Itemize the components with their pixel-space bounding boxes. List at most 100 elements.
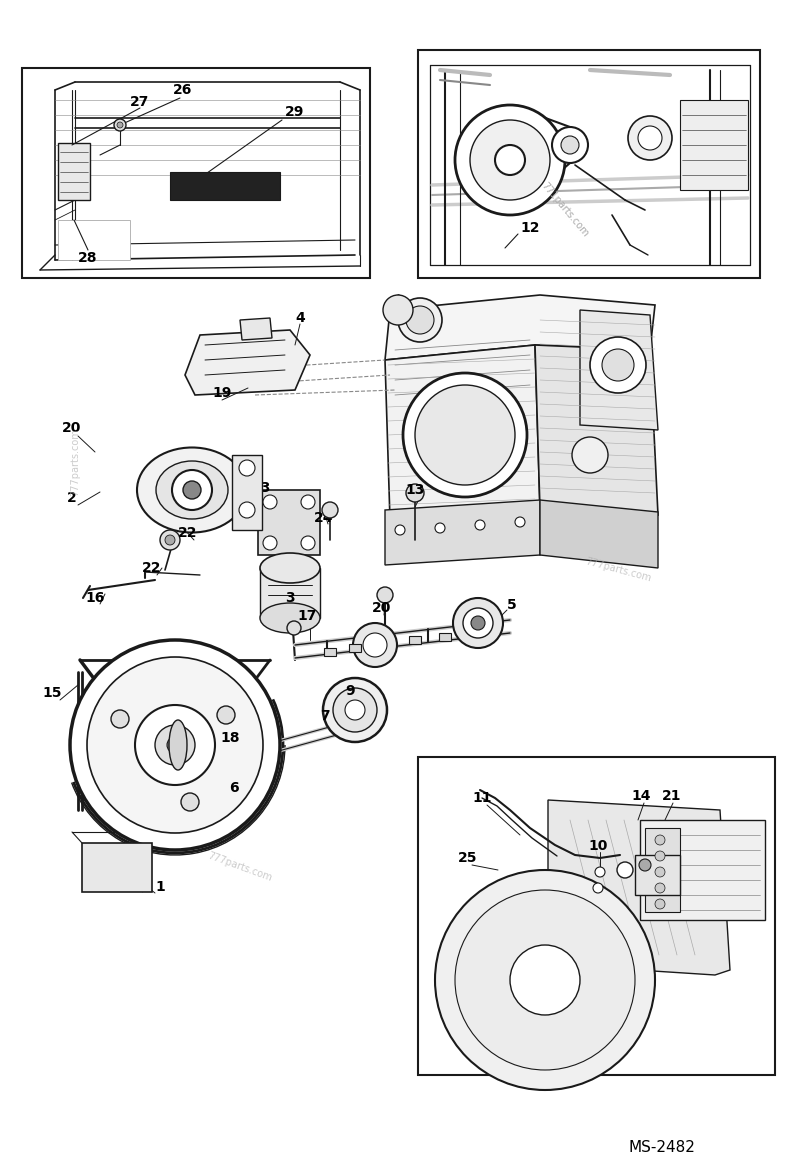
Bar xyxy=(258,490,320,556)
Bar xyxy=(58,143,90,200)
Text: 23: 23 xyxy=(252,481,272,495)
Text: 29: 29 xyxy=(286,105,305,120)
Text: 26: 26 xyxy=(174,83,193,97)
Text: 20: 20 xyxy=(62,421,82,435)
Circle shape xyxy=(471,616,485,631)
Circle shape xyxy=(301,536,315,550)
Text: 771parts.com: 771parts.com xyxy=(539,180,590,239)
Text: 24: 24 xyxy=(314,511,334,525)
Circle shape xyxy=(415,384,515,485)
Text: 25: 25 xyxy=(458,851,478,865)
Text: 777parts.com: 777parts.com xyxy=(206,851,274,884)
Text: 777parts.com: 777parts.com xyxy=(584,557,652,584)
Text: 5: 5 xyxy=(507,598,517,612)
Circle shape xyxy=(239,459,255,476)
Circle shape xyxy=(239,502,255,518)
Text: 14: 14 xyxy=(631,789,650,803)
Bar xyxy=(439,633,451,641)
Text: 19: 19 xyxy=(212,386,232,400)
Circle shape xyxy=(655,834,665,845)
Circle shape xyxy=(363,633,387,657)
Circle shape xyxy=(435,523,445,533)
Circle shape xyxy=(406,306,434,334)
Circle shape xyxy=(398,298,442,342)
Bar xyxy=(635,856,680,895)
Bar xyxy=(82,843,152,892)
Circle shape xyxy=(655,899,665,909)
Circle shape xyxy=(655,867,665,877)
Circle shape xyxy=(463,608,493,638)
Circle shape xyxy=(181,793,199,811)
Circle shape xyxy=(345,700,365,720)
Bar xyxy=(58,220,130,260)
Polygon shape xyxy=(185,331,310,395)
Circle shape xyxy=(87,657,263,833)
Circle shape xyxy=(263,495,277,509)
Text: 11: 11 xyxy=(472,791,492,805)
Circle shape xyxy=(455,105,565,214)
Circle shape xyxy=(572,437,608,473)
Circle shape xyxy=(353,624,397,667)
Text: 22: 22 xyxy=(178,526,198,540)
Text: 10: 10 xyxy=(588,839,608,853)
Circle shape xyxy=(395,525,405,534)
Circle shape xyxy=(333,688,377,732)
Circle shape xyxy=(593,883,603,893)
Polygon shape xyxy=(385,500,540,565)
Circle shape xyxy=(114,120,126,131)
Circle shape xyxy=(167,737,183,752)
Polygon shape xyxy=(580,311,658,430)
Text: MS-2482: MS-2482 xyxy=(628,1140,695,1156)
Ellipse shape xyxy=(137,448,247,532)
Text: 12: 12 xyxy=(520,222,540,236)
Polygon shape xyxy=(385,345,540,520)
Text: 3: 3 xyxy=(285,591,295,605)
Text: 21: 21 xyxy=(662,789,682,803)
Circle shape xyxy=(383,295,413,325)
Text: 2: 2 xyxy=(67,491,77,505)
Text: 16: 16 xyxy=(86,591,105,605)
Circle shape xyxy=(561,136,579,154)
Circle shape xyxy=(655,851,665,861)
Circle shape xyxy=(595,867,605,877)
Circle shape xyxy=(217,706,235,724)
Bar xyxy=(170,172,280,200)
Text: 4: 4 xyxy=(295,311,305,325)
Circle shape xyxy=(510,945,580,1015)
Circle shape xyxy=(323,677,387,742)
Ellipse shape xyxy=(156,461,228,519)
Text: 22: 22 xyxy=(142,561,162,575)
Circle shape xyxy=(70,640,280,850)
Circle shape xyxy=(590,338,646,393)
Circle shape xyxy=(135,706,215,785)
Circle shape xyxy=(183,481,201,499)
Circle shape xyxy=(602,349,634,381)
Circle shape xyxy=(111,710,129,728)
Text: 17: 17 xyxy=(298,609,317,624)
Text: 9: 9 xyxy=(345,684,355,699)
Circle shape xyxy=(617,861,633,878)
Circle shape xyxy=(263,536,277,550)
Circle shape xyxy=(455,890,635,1070)
Text: 28: 28 xyxy=(78,251,98,265)
Circle shape xyxy=(406,484,424,502)
Text: 8: 8 xyxy=(193,496,203,510)
Circle shape xyxy=(628,116,672,161)
Bar xyxy=(22,68,370,278)
Polygon shape xyxy=(535,345,658,515)
Polygon shape xyxy=(548,800,730,975)
Circle shape xyxy=(172,470,212,510)
Circle shape xyxy=(403,373,527,497)
Circle shape xyxy=(552,127,588,163)
Bar xyxy=(409,636,421,643)
Text: 27: 27 xyxy=(130,95,150,109)
Circle shape xyxy=(155,725,195,765)
Circle shape xyxy=(301,495,315,509)
Circle shape xyxy=(165,534,175,545)
Circle shape xyxy=(453,598,503,648)
Circle shape xyxy=(435,870,655,1090)
Ellipse shape xyxy=(169,720,187,770)
Bar xyxy=(418,757,775,1075)
Bar xyxy=(349,643,361,652)
Circle shape xyxy=(470,120,550,200)
